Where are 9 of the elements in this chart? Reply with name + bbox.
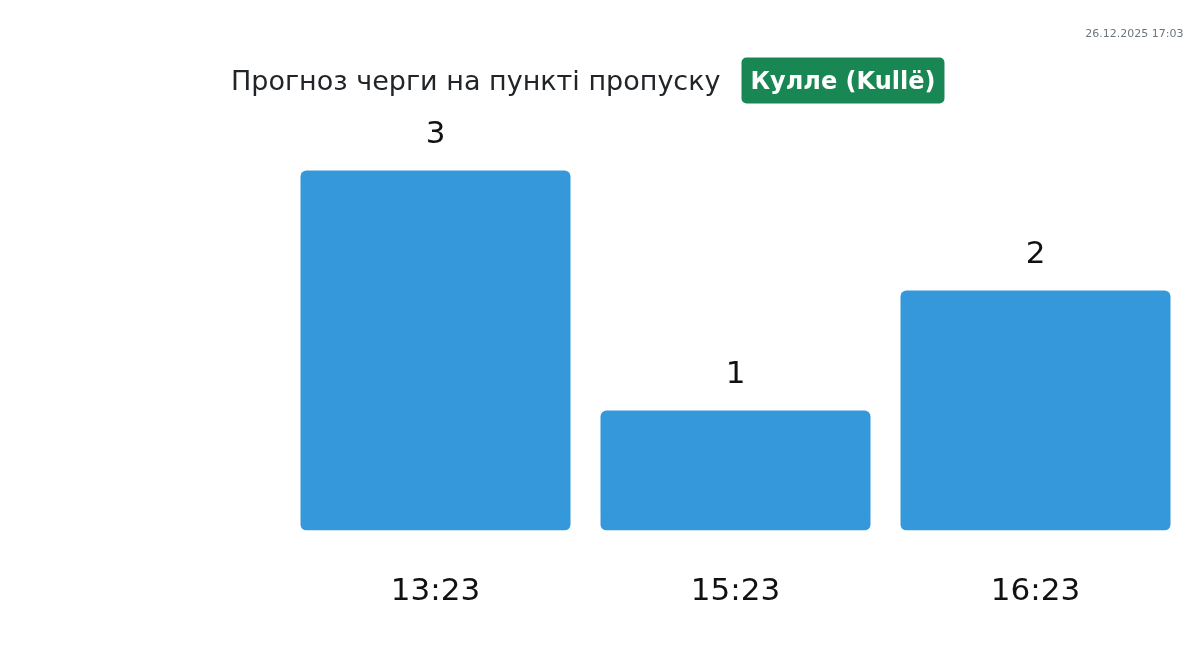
x-tick-label: 16:23 bbox=[990, 570, 1081, 607]
data-label: 2 bbox=[1025, 233, 1046, 270]
text: 26.12.2025 17:03 bbox=[1085, 27, 1184, 40]
x-tick-label: 15:23 bbox=[690, 570, 781, 607]
x-tick-label: 13:23 bbox=[390, 570, 481, 607]
chart-subtitle: Кулле (Kullë) bbox=[750, 66, 936, 95]
data-label: 1 bbox=[725, 353, 746, 390]
data-label: 3 bbox=[425, 113, 446, 150]
chart-title: Прогноз черги на пункті пропуску bbox=[230, 65, 721, 96]
